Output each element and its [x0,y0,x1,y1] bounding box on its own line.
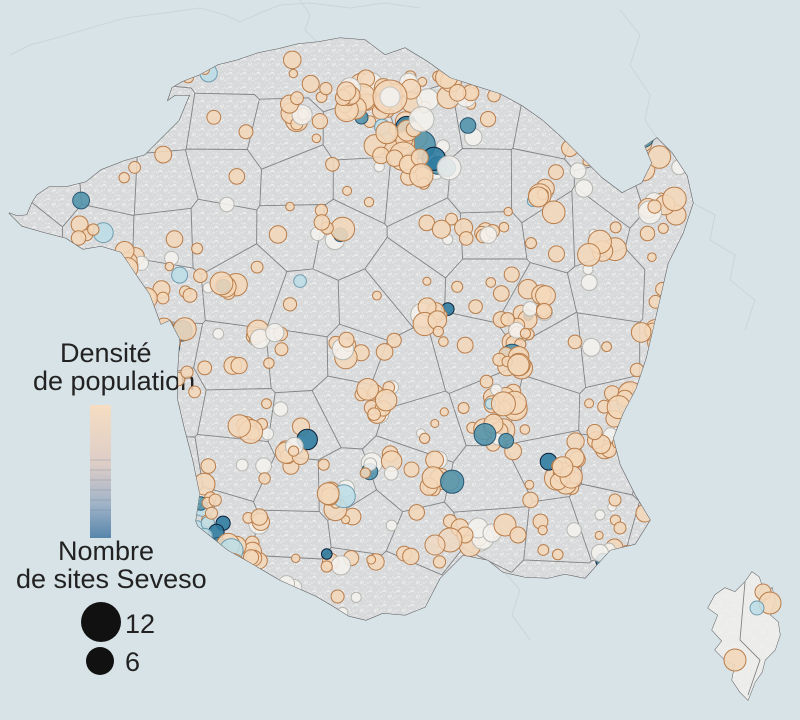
svg-text:Nombre: Nombre [58,536,154,566]
svg-text:Densité: Densité [60,338,152,368]
svg-text:6: 6 [125,647,140,677]
svg-text:de population: de population [33,366,195,396]
svg-text:de sites Seveso: de sites Seveso [16,564,207,594]
svg-text:12: 12 [125,609,155,639]
